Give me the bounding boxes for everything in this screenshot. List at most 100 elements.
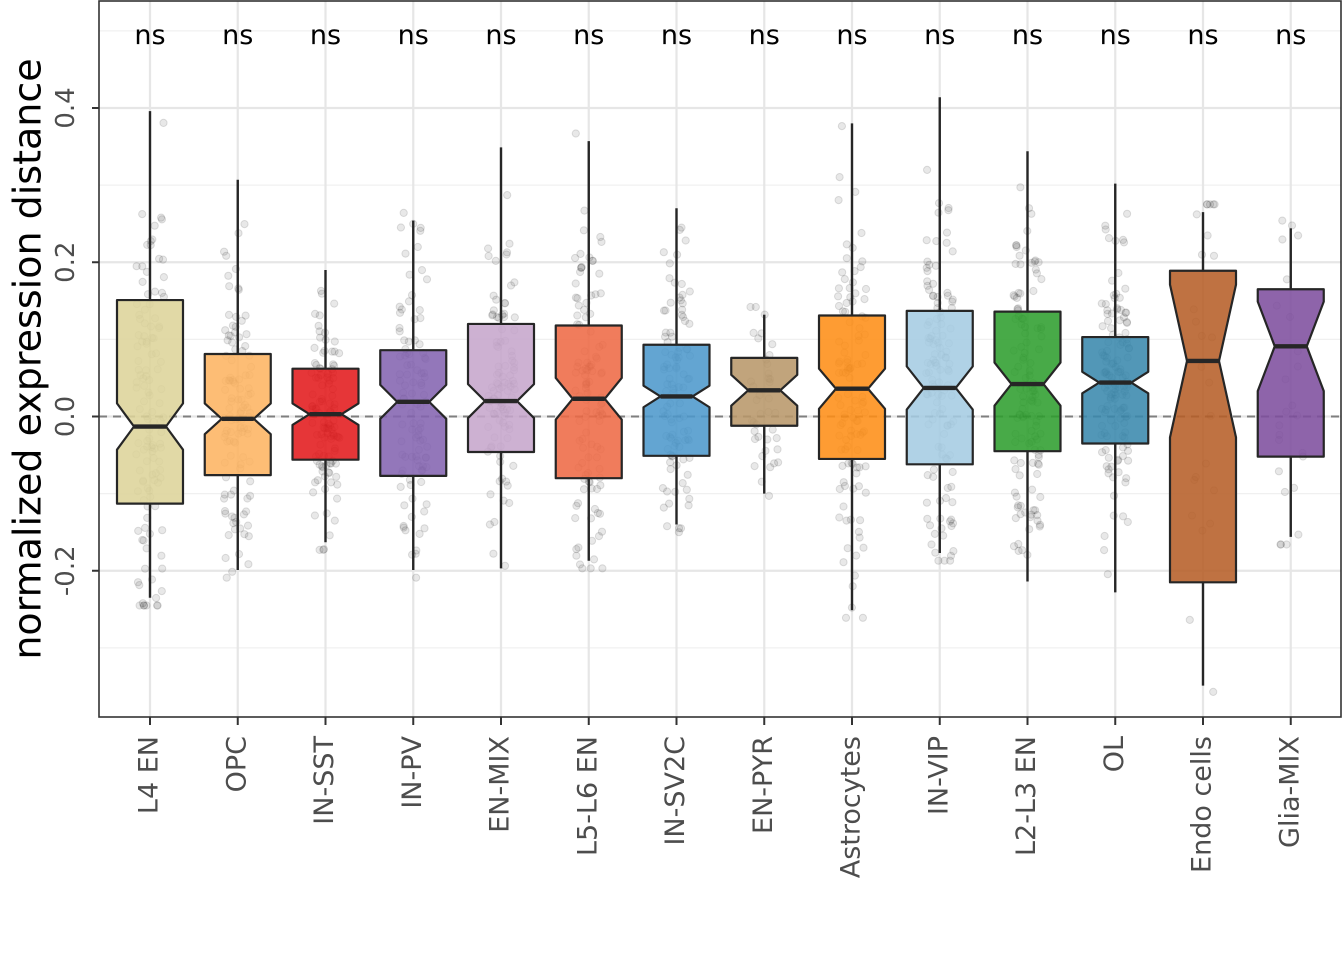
jitter-point <box>484 251 493 261</box>
jitter-point <box>319 545 328 554</box>
jitter-point <box>1029 286 1038 296</box>
jitter-point <box>139 601 149 610</box>
jitter-point <box>942 228 952 237</box>
jitter-point <box>834 292 843 301</box>
jitter-point <box>243 494 252 503</box>
jitter-point <box>491 256 500 265</box>
jitter-point <box>1287 221 1297 230</box>
jitter-point <box>220 247 229 256</box>
jitter-point <box>510 313 519 322</box>
jitter-point <box>1101 221 1110 230</box>
jitter-point <box>509 461 518 470</box>
jitter-point <box>157 288 167 297</box>
jitter-point <box>1032 269 1042 278</box>
jitter-point <box>503 481 512 490</box>
jitter-point <box>330 347 339 356</box>
jitter-point <box>931 261 941 270</box>
jitter-point <box>1098 322 1107 331</box>
jitter-point <box>1116 305 1126 315</box>
jitter-point <box>840 275 849 284</box>
jitter-point <box>663 487 672 496</box>
jitter-point <box>685 319 694 328</box>
jitter-point <box>422 275 432 284</box>
jitter-point <box>571 514 580 523</box>
box-in-pv <box>379 349 448 477</box>
jitter-point <box>678 305 687 314</box>
jitter-point <box>925 260 934 269</box>
jitter-point <box>929 465 939 474</box>
jitter-point <box>839 502 848 511</box>
jitter-point <box>948 295 957 304</box>
box-glia-mix <box>1256 288 1325 458</box>
jitter-point <box>1034 258 1043 267</box>
jitter-point <box>835 173 844 182</box>
jitter-point <box>1012 242 1021 252</box>
jitter-point <box>934 208 943 217</box>
x-tick-label: Glia-MIX <box>1274 736 1305 848</box>
boxes <box>115 97 1325 686</box>
jitter-point <box>1121 308 1130 317</box>
jitter-point <box>415 529 424 539</box>
jitter-point <box>594 532 604 541</box>
jitter-point <box>574 543 583 552</box>
jitter-point <box>159 118 168 128</box>
jitter-point <box>595 509 605 518</box>
jitter-point <box>1012 492 1021 501</box>
x-axis: L4 EN OPC IN-SST IN-PV EN-MIX L5-L6 EN IN-SV2C… <box>134 717 1305 878</box>
jitter-point <box>158 526 167 535</box>
jitter-point <box>658 484 668 493</box>
jitter-point <box>1278 216 1287 225</box>
jitter-point <box>597 527 607 536</box>
jitter-point <box>396 482 405 491</box>
jitter-point <box>226 331 235 340</box>
box-opc <box>203 352 272 477</box>
jitter-point <box>322 509 331 518</box>
jitter-point <box>315 460 324 469</box>
jitter-point <box>1033 516 1042 525</box>
jitter-point <box>853 463 862 472</box>
jitter-point <box>860 295 869 304</box>
jitter-point <box>666 328 675 337</box>
jitter-point <box>1122 318 1132 327</box>
jitter-point <box>948 247 957 256</box>
jitter-point <box>842 516 851 525</box>
jitter-point <box>502 248 512 257</box>
jitter-point <box>838 461 847 470</box>
jitter-point <box>331 459 340 468</box>
jitter-point <box>1122 474 1131 483</box>
jitter-point <box>838 268 847 277</box>
jitter-point <box>1124 456 1133 465</box>
jitter-point <box>400 336 409 345</box>
jitter-point <box>315 311 324 320</box>
jitter-point <box>595 269 604 278</box>
jitter-point <box>226 490 236 499</box>
jitter-point <box>947 521 956 531</box>
significance-label: ns <box>1187 20 1218 51</box>
jitter-point <box>416 314 425 323</box>
jitter-point <box>922 236 931 245</box>
jitter-point <box>309 488 318 497</box>
jitter-point <box>155 254 164 263</box>
box-en-mix <box>466 322 536 454</box>
significance-label: ns <box>485 20 516 51</box>
jitter-point <box>934 556 943 565</box>
jitter-point <box>663 522 672 531</box>
jitter-point <box>1011 465 1020 474</box>
jitter-point <box>1294 530 1303 539</box>
jitter-point <box>943 288 952 297</box>
significance-label: ns <box>134 20 165 51</box>
significance-label: ns <box>573 20 604 51</box>
jitter-point <box>949 547 958 556</box>
jitter-point <box>574 301 583 310</box>
jitter-point <box>923 267 932 276</box>
jitter-point <box>311 478 320 487</box>
jitter-point <box>1011 514 1020 523</box>
jitter-point <box>1202 200 1212 209</box>
x-tick-label: OPC <box>221 736 252 792</box>
jitter-point <box>420 507 429 516</box>
jitter-point <box>315 327 324 336</box>
jitter-point <box>228 567 237 576</box>
jitter-point <box>413 242 422 252</box>
jitter-point <box>589 555 599 564</box>
jitter-point <box>598 564 607 573</box>
